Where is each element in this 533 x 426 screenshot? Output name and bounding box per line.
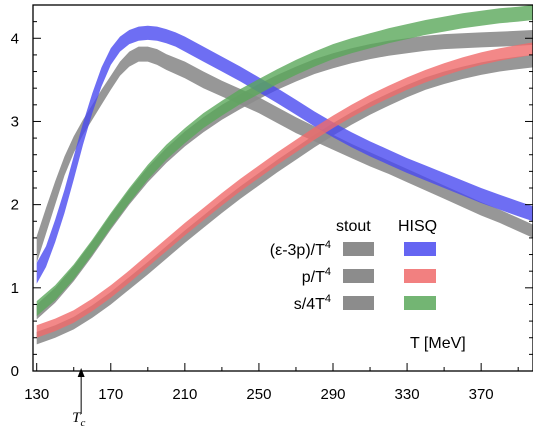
x-tick-label: 290 [320,386,345,403]
y-tick-label: 3 [11,113,19,130]
legend-rows: (ε-3p)/T4 p/T4 s/4T4 [270,239,436,313]
x-tick-label: 330 [395,386,420,403]
legend-label-superscript: 4 [325,239,331,251]
hisq-pressure-band [36,42,533,338]
legend-header-hisq: HISQ [398,218,437,235]
y-tick-label: 4 [11,30,19,47]
x-axis-label: T [MeV] [410,335,466,352]
legend-swatch-hisq-trace [404,242,436,256]
hisq-entropy-band [36,5,533,317]
y-tick-label: 1 [11,280,19,297]
legend-swatch-stout-entropy [343,296,374,310]
x-tick-label: 250 [246,386,271,403]
tc-label-main: T [72,410,82,426]
x-tick-label: 210 [172,386,197,403]
legend-label-entropy: s/4T4 [294,293,331,313]
legend-swatch-hisq-pressure [404,269,436,283]
legend-swatch-hisq-entropy [404,296,436,310]
bands-layer [36,5,533,345]
legend-label-trace: (ε-3p)/T4 [270,239,331,259]
legend-header-stout: stout [336,218,371,235]
legend-swatch-stout-trace [343,242,374,256]
x-tick-label: 130 [24,386,49,403]
ticks-layer: 130 170 210 250 290 330 370 0 1 2 3 4 [11,21,533,403]
legend-label-pressure: p/T4 [302,266,331,286]
y-tick-label: 0 [11,363,19,380]
tc-annotation: Tc [72,368,85,426]
legend: stout HISQ (ε-3p)/T4 p/T4 s/4T4 [270,218,437,313]
tc-arrow-head [77,368,85,377]
legend-label-superscript: 4 [325,293,331,305]
x-tick-label: 170 [98,386,123,403]
tc-label-sub: c [80,417,85,426]
stout-pressure-band [36,54,533,345]
tc-label: Tc [72,410,85,426]
y-tick-label: 2 [11,197,19,214]
x-tick-label: 370 [469,386,494,403]
legend-swatch-stout-pressure [343,269,374,283]
legend-label-superscript: 4 [325,266,331,278]
